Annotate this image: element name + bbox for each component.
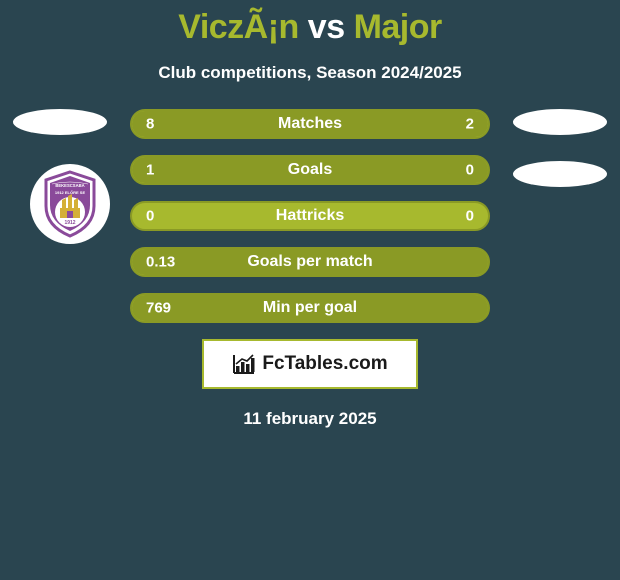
brand-text: FcTables.com	[262, 353, 387, 375]
stat-value-left: 1	[146, 162, 154, 179]
stat-fill-left	[132, 111, 417, 137]
stat-value-left: 0	[146, 208, 154, 225]
placeholder-ellipse-left	[13, 109, 107, 135]
comparison-title: ViczÃ¡n vs Major	[0, 0, 620, 47]
subtitle: Club competitions, Season 2024/2025	[0, 63, 620, 83]
player2-name: Major	[354, 8, 442, 46]
brand-box[interactable]: FcTables.com	[202, 339, 418, 389]
placeholder-ellipse-right-1	[513, 109, 607, 135]
vs-text: vs	[308, 8, 345, 46]
stat-label: Matches	[278, 115, 342, 133]
stat-value-left: 8	[146, 116, 154, 133]
club-crest-icon: BEKESCSABA 1912 ELŐRE SE 1912	[42, 170, 98, 238]
chart-icon	[232, 353, 256, 375]
stat-value-left: 769	[146, 300, 171, 317]
stat-value-right: 0	[466, 162, 474, 179]
svg-text:1912 ELŐRE SE: 1912 ELŐRE SE	[55, 190, 86, 195]
club-badge: BEKESCSABA 1912 ELŐRE SE 1912	[30, 164, 110, 244]
stat-row: 0.13 Goals per match	[130, 247, 490, 277]
stat-label: Goals per match	[247, 253, 372, 271]
stat-value-left: 0.13	[146, 254, 175, 271]
stat-value-right: 0	[466, 208, 474, 225]
stat-row: 769 Min per goal	[130, 293, 490, 323]
stat-value-right: 2	[466, 116, 474, 133]
content-area: BEKESCSABA 1912 ELŐRE SE 1912 8 2 Matches 1…	[0, 109, 620, 429]
stat-label: Hattricks	[276, 207, 344, 225]
svg-text:BEKESCSABA: BEKESCSABA	[55, 183, 84, 188]
placeholder-ellipse-right-2	[513, 161, 607, 187]
svg-text:1912: 1912	[64, 220, 75, 226]
stat-row: 8 2 Matches	[130, 109, 490, 139]
stat-row: 1 0 Goals	[130, 155, 490, 185]
player1-name: ViczÃ¡n	[178, 8, 299, 46]
stat-bars-container: 8 2 Matches 1 0 Goals 0 0 Hattricks 0.13 Goals per…	[130, 109, 490, 323]
stat-label: Min per goal	[263, 299, 357, 317]
stat-label: Goals	[288, 161, 332, 179]
date-text: 11 february 2025	[0, 409, 620, 429]
stat-row: 0 0 Hattricks	[130, 201, 490, 231]
stat-fill-right	[417, 111, 488, 137]
